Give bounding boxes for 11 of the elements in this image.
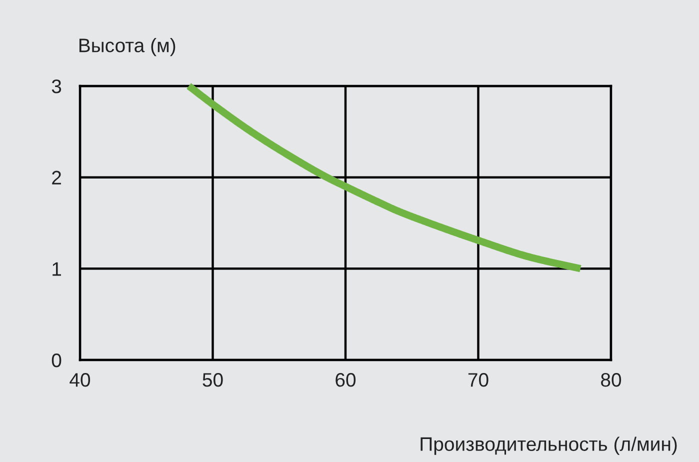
y-tick-label: 0	[52, 353, 62, 368]
y-tick-label: 1	[52, 262, 61, 276]
x-tick-label: 80	[601, 373, 622, 387]
x-tick-label: 50	[202, 373, 223, 387]
x-tick-label: 70	[468, 373, 488, 387]
y-axis-title: Высота (м)	[79, 38, 176, 56]
x-tick-label: 40	[70, 373, 90, 387]
x-tick-label: 60	[336, 373, 356, 387]
x-axis-title: Производительность (л/мин)	[420, 436, 677, 455]
y-tick-label: 3	[52, 79, 62, 94]
y-tick-label: 2	[52, 170, 61, 184]
